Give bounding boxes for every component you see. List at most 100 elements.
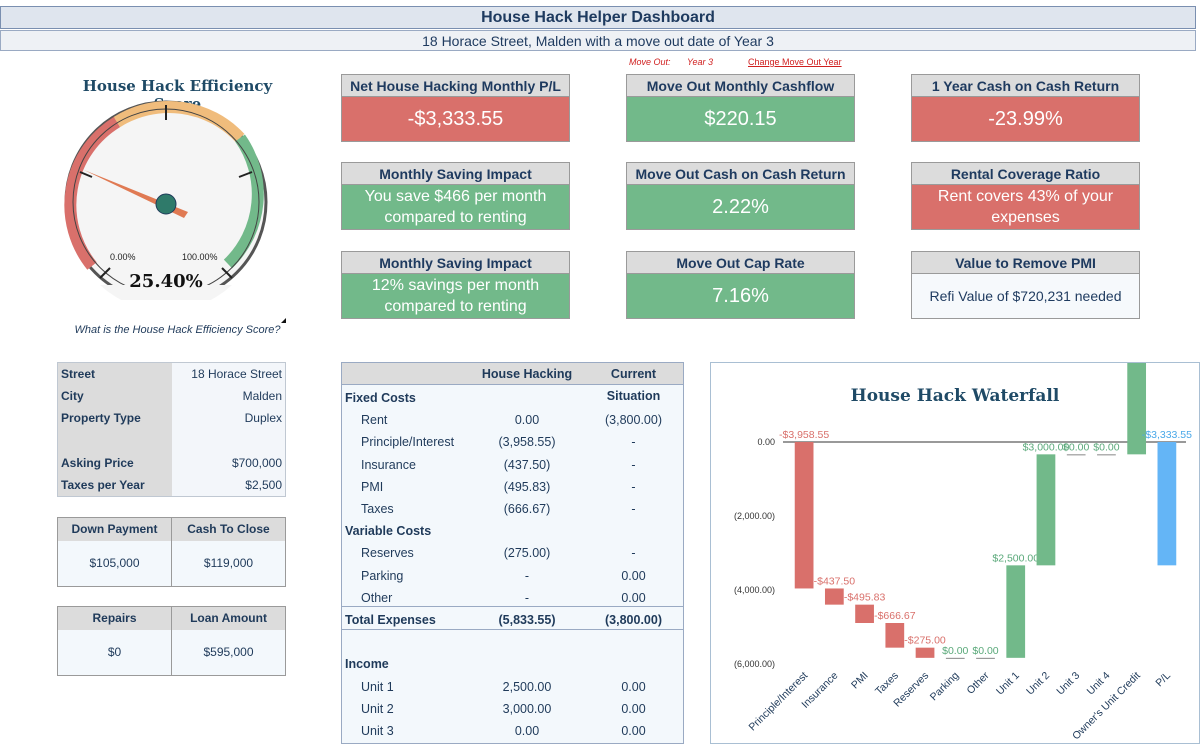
kpi-monthly-saving-dollars: Monthly Saving Impact You save $466 per … <box>341 162 570 230</box>
row-label: Unit 1 <box>361 679 394 694</box>
row-label: Variable Costs <box>345 524 432 539</box>
change-move-out-link[interactable]: Change Move Out Year <box>748 57 842 67</box>
kpi-cash-on-cash-1yr: 1 Year Cash on Cash Return -23.99% <box>911 74 1140 142</box>
waterfall-bar <box>1036 454 1056 566</box>
table-row: Rent 0.00 (3,800.00) <box>342 409 683 431</box>
data-label: -$495.83 <box>844 592 886 604</box>
house-hacking-cell: 2,500.00 <box>502 679 552 694</box>
current-situation-cell: 0.00 <box>621 590 646 605</box>
house-hacking-cell: - <box>524 590 530 605</box>
house-hacking-cell: (495.83) <box>503 479 551 494</box>
waterfall-bar <box>945 657 965 659</box>
row-label: Reserves <box>361 546 414 561</box>
house-hacking-cell: 0.00 <box>514 724 540 738</box>
table-row: Other - 0.00 <box>342 587 683 609</box>
section-header: Fixed Costs <box>342 387 683 409</box>
data-label: $3,000.00 <box>1023 441 1070 453</box>
row-label: Income <box>345 657 389 672</box>
current-situation-cell: - <box>631 546 636 561</box>
loan-amount-label: Loan Amount <box>190 611 267 625</box>
category-label: Unit 3 <box>1054 670 1082 698</box>
current-situation-cell: - <box>631 479 636 494</box>
kpi-value: You save $466 per month compared to rent… <box>341 185 570 230</box>
waterfall-chart: House Hack Waterfall 0.00 (2,000.00) (4,000… <box>710 330 1200 744</box>
row-label: Unit 3 <box>361 724 394 738</box>
house-hacking-cell: (666.67) <box>503 502 551 516</box>
category-label: Taxes <box>873 670 901 698</box>
current-situation-cell: (3,800.00) <box>605 613 662 627</box>
current-situation-cell: - <box>631 502 636 516</box>
table-header: House Hacking Current Situation <box>342 363 683 403</box>
table-row: Principle/Interest (3,958.55) - <box>342 431 683 453</box>
row-label: PMI <box>361 479 384 494</box>
kpi-value: Refi Value of $720,231 needed <box>911 274 1140 319</box>
dashboard-subtitle: 18 Horace Street, Malden with a move out… <box>0 30 1196 51</box>
section-header: Income <box>342 653 683 675</box>
property-label: Street <box>58 363 172 386</box>
waterfall-bar <box>855 604 874 623</box>
gauge-value: 25.40% <box>129 271 202 292</box>
property-value[interactable]: $700,000 <box>172 451 285 474</box>
data-label: $0.00 <box>1063 441 1089 453</box>
waterfall-bar <box>1157 442 1177 566</box>
property-value[interactable]: 18 Horace Street <box>172 363 285 386</box>
property-row: Asking Price $700,000 <box>58 451 285 474</box>
waterfall-bar <box>976 657 995 659</box>
loan-amount-value: $595,000 <box>203 645 254 659</box>
table-row: Unit 2 3,000.00 0.00 <box>342 698 683 720</box>
expense-comparison-table: House Hacking Current Situation Fixed Co… <box>341 362 684 744</box>
down-payment-value: $105,000 <box>58 541 172 586</box>
waterfall-bar <box>1127 343 1147 455</box>
dashboard-title: House Hack Helper Dashboard <box>0 6 1196 29</box>
property-value[interactable]: Duplex <box>172 407 285 430</box>
row-label: Other <box>361 590 393 605</box>
house-hacking-cell: 0.00 <box>514 413 540 428</box>
kpi-value: $220.15 <box>626 97 855 142</box>
property-row: Property Type Duplex <box>58 407 285 430</box>
gauge-help-link[interactable]: What is the House Hack Efficiency Score? <box>74 324 281 336</box>
property-row <box>58 429 285 452</box>
kpi-title: Value to Remove PMI <box>911 251 1140 274</box>
kpi-cap-rate: Move Out Cap Rate 7.16% <box>626 251 855 319</box>
current-situation-cell: 0.00 <box>621 568 646 583</box>
row-label: Fixed Costs <box>345 391 416 405</box>
category-label: PMI <box>849 670 871 692</box>
down-payment-label: Down Payment <box>58 518 172 541</box>
house-hacking-cell: (437.50) <box>503 457 551 472</box>
row-label: Principle/Interest <box>361 435 455 450</box>
waterfall-bar <box>915 647 935 658</box>
house-hacking-cell: (275.00) <box>503 546 551 561</box>
data-label: $0.00 <box>972 645 998 657</box>
property-label: Asking Price <box>58 451 172 474</box>
data-label: $0.00 <box>1093 441 1119 453</box>
gauge-max-label: 100.00% <box>182 252 218 262</box>
property-value[interactable] <box>172 429 285 452</box>
section-header: Variable Costs <box>342 520 683 542</box>
row-label: Unit 2 <box>361 701 394 716</box>
y-tick-label: (4,000.00) <box>734 585 775 595</box>
y-tick-label: (6,000.00) <box>734 659 775 669</box>
total-divider <box>342 606 683 607</box>
kpi-value: 2.22% <box>626 185 855 230</box>
row-label: Total Expenses <box>345 613 436 627</box>
property-value[interactable]: Malden <box>172 385 285 408</box>
house-hacking-cell: - <box>524 568 530 583</box>
kpi-title: Move Out Monthly Cashflow <box>626 74 855 97</box>
waterfall-bar <box>1066 454 1086 456</box>
table-row: Reserves (275.00) - <box>342 542 683 564</box>
kpi-monthly-saving-percent: Monthly Saving Impact 12% savings per mo… <box>341 251 570 319</box>
repairs-value: $0 <box>58 630 172 675</box>
category-label: Parking <box>928 670 962 704</box>
category-label: Other <box>965 669 992 696</box>
kpi-move-out-coc: Move Out Cash on Cash Return 2.22% <box>626 162 855 230</box>
cash-to-close-label: Cash To Close <box>187 522 270 536</box>
property-value[interactable]: $2,500 <box>172 473 285 497</box>
property-row: Street 18 Horace Street <box>58 363 285 386</box>
repairs-table: Repairs Loan Amount $0 $595,000 <box>57 606 286 676</box>
waterfall-bar <box>1006 565 1026 658</box>
current-situation-cell: 0.00 <box>621 679 646 694</box>
down-payment-table: Down Payment Cash To Close $105,000 $119,0… <box>57 517 286 587</box>
column-house-hacking: House Hacking <box>481 367 573 381</box>
row-label: Rent <box>361 413 388 428</box>
property-label: Taxes per Year <box>58 473 172 497</box>
